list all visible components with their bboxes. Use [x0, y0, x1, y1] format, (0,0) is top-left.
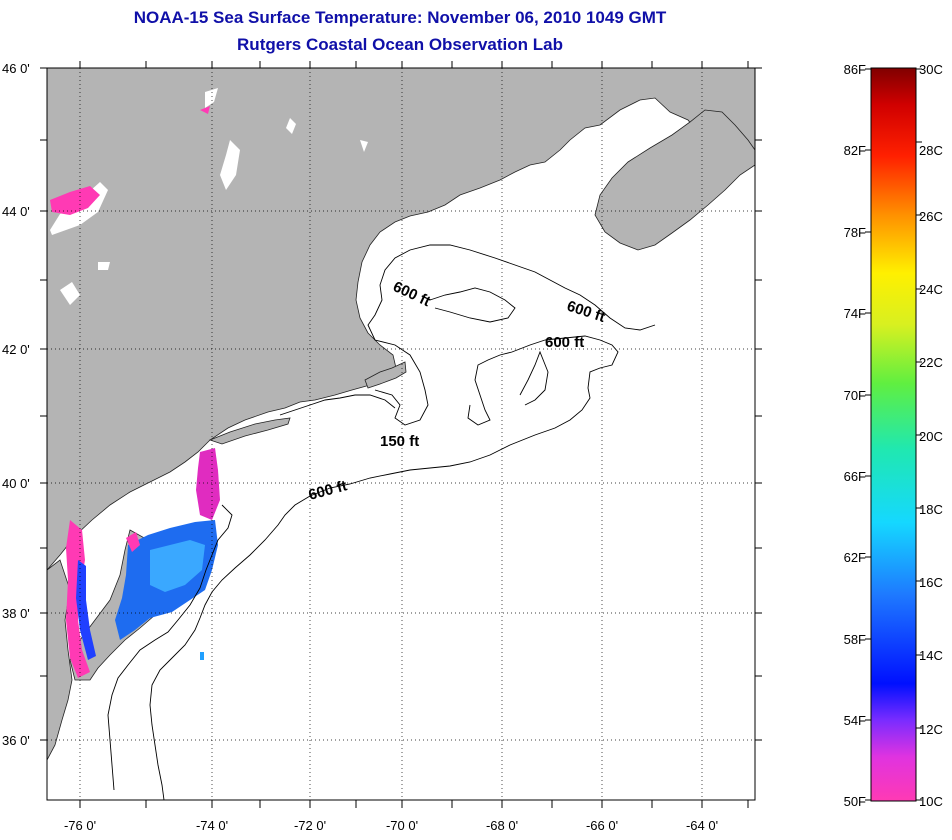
colorbar-c-label: 12C — [919, 722, 943, 737]
cloud-patch — [98, 262, 110, 270]
sst-patch — [200, 106, 210, 114]
cloud-patch — [220, 140, 240, 190]
land-cape-cod — [364, 361, 407, 389]
depth-label: 150 ft — [380, 433, 419, 450]
lon-label: -76 0' — [64, 818, 96, 833]
map-subtitle: Rutgers Coastal Ocean Observation Lab — [237, 35, 563, 54]
sst-mid-atlantic-light — [150, 540, 205, 592]
colorbar-gradient — [870, 67, 917, 802]
colorbar-c-label: 20C — [919, 429, 943, 444]
map-title: NOAA-15 Sea Surface Temperature: Novembe… — [133, 8, 667, 27]
lon-label: -68 0' — [486, 818, 518, 833]
land-nova-scotia — [594, 109, 755, 251]
lat-label: 38 0' — [2, 606, 30, 621]
lat-label: 44 0' — [2, 204, 30, 219]
colorbar-f-label: 70F — [844, 388, 866, 403]
cloud-patch — [205, 88, 218, 108]
lat-label: 40 0' — [2, 476, 30, 491]
colorbar-c-label: 22C — [919, 355, 943, 370]
land-virginia — [47, 559, 73, 761]
colorbar-c-label: 14C — [919, 648, 943, 663]
land-mainland — [47, 68, 755, 571]
colorbar-f-label: 66F — [844, 469, 866, 484]
lon-label: -74 0' — [196, 818, 228, 833]
lat-label: 46 0' — [2, 61, 30, 76]
lon-label: -70 0' — [386, 818, 418, 833]
lon-label: -72 0' — [294, 818, 326, 833]
colorbar-c-label: 18C — [919, 502, 943, 517]
bathymetry-contours — [107, 244, 656, 800]
colorbar-c-label: 16C — [919, 575, 943, 590]
colorbar-f-label: 50F — [844, 794, 866, 809]
lat-label: 36 0' — [2, 733, 30, 748]
colorbar: 86F 82F 78F 74F 70F 66F 62F 58F 54F 50F … — [844, 62, 943, 809]
cloud-patch — [286, 118, 296, 134]
sst-lake-ontario — [50, 186, 100, 215]
longitude-labels: -76 0' -74 0' -72 0' -70 0' -68 0' -66 0… — [64, 818, 718, 833]
map-frame — [46, 67, 756, 801]
lat-label: 42 0' — [2, 342, 30, 357]
colorbar-c-label: 24C — [919, 282, 943, 297]
cloud-patch — [360, 140, 368, 152]
sst-chesapeake-blue — [76, 560, 96, 660]
depth-label: 600 ft — [545, 334, 584, 351]
cloud-patch — [60, 282, 80, 305]
colorbar-f-label: 74F — [844, 306, 866, 321]
colorbar-c-label: 30C — [919, 62, 943, 77]
latitude-labels: 46 0' 44 0' 42 0' 40 0' 38 0' 36 0' — [2, 61, 30, 748]
sst-nj-coastal — [196, 448, 220, 520]
colorbar-f-label: 78F — [844, 225, 866, 240]
colorbar-c-label: 10C — [919, 794, 943, 809]
sst-delaware — [126, 532, 140, 552]
lon-label: -64 0' — [686, 818, 718, 833]
colorbar-c-label: 26C — [919, 209, 943, 224]
colorbar-f-label: 62F — [844, 550, 866, 565]
colorbar-f-label: 58F — [844, 632, 866, 647]
colorbar-f-label: 82F — [844, 143, 866, 158]
sst-point — [200, 652, 204, 660]
colorbar-f-label: 54F — [844, 713, 866, 728]
lon-label: -66 0' — [586, 818, 618, 833]
colorbar-f-label: 86F — [844, 62, 866, 77]
land-long-island — [208, 417, 291, 445]
colorbar-c-label: 28C — [919, 143, 943, 158]
axis-ticks — [40, 61, 762, 808]
